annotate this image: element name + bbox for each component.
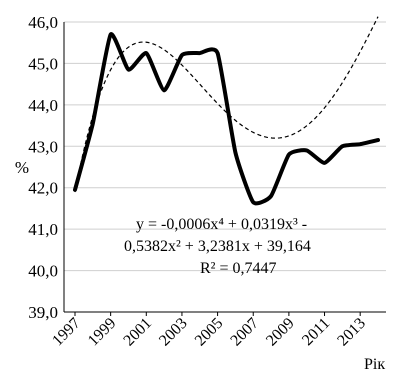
x-tick-label: 2001 (120, 315, 155, 350)
data-series-line (73, 32, 380, 206)
y-tick-label: 41,0 (28, 220, 58, 239)
series (73, 16, 380, 206)
x-axis-label: Рік (364, 356, 385, 372)
y-tick-label: 39,0 (28, 303, 58, 322)
x-tick-label: 2003 (156, 315, 191, 350)
equation-line-1: y = -0,0006x⁴ + 0,0319x³ - (136, 216, 307, 233)
y-tick-label: 43,0 (28, 137, 58, 156)
x-tick-label: 2007 (227, 315, 262, 350)
trendline (74, 16, 379, 193)
x-tick-label: 2011 (299, 315, 333, 349)
y-tick-label: 44,0 (28, 96, 58, 115)
y-tick-label: 45,0 (28, 54, 58, 73)
y-tick-label: 42,0 (28, 179, 58, 198)
equation-line-2: 0,5382x² + 3,2381x + 39,164 (124, 238, 311, 255)
y-tick-label: 40,0 (28, 262, 58, 281)
x-tick-label: 2013 (334, 315, 369, 350)
x-tick-label: 1999 (85, 315, 120, 350)
trendline-equation: y = -0,0006x⁴ + 0,0319x³ - 0,5382x² + 3,… (124, 216, 311, 277)
grid (64, 21, 386, 272)
y-axis-label: % (15, 158, 29, 177)
x-tick-label: 2005 (192, 315, 227, 350)
y-tick-label: 46,0 (28, 13, 58, 32)
x-tick-label: 2009 (263, 315, 298, 350)
r-squared-label: R² = 0,7447 (200, 260, 277, 277)
